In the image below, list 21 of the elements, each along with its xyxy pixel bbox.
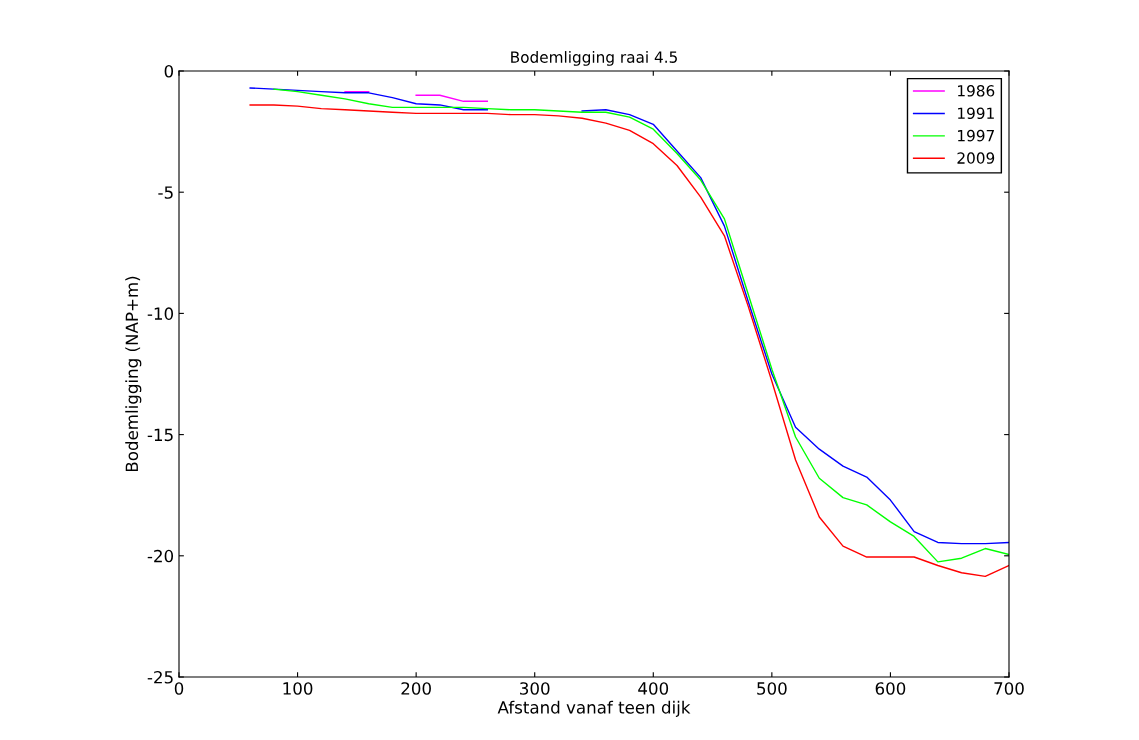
y-tick-label: -20 bbox=[147, 549, 174, 563]
y-tick-label: 0 bbox=[164, 64, 174, 78]
x-tick-label: 100 bbox=[283, 682, 313, 695]
x-axis-title: Afstand vanaf teen dijk bbox=[497, 700, 691, 717]
y-axis-title: Bodemligging (NAP+m) bbox=[125, 276, 142, 472]
x-tick-label: 700 bbox=[994, 682, 1024, 695]
y-tick-label: -10 bbox=[147, 307, 174, 320]
x-tick-label: 500 bbox=[757, 682, 787, 695]
y-tick-label: -15 bbox=[147, 428, 173, 442]
x-tick-label: 400 bbox=[638, 682, 669, 695]
y-tick-label: -25 bbox=[147, 670, 173, 684]
y-tick-label: -5 bbox=[158, 186, 173, 199]
legend-label: 1991 bbox=[958, 107, 994, 119]
legend-label: 2009 bbox=[957, 152, 995, 164]
x-tick-label: 600 bbox=[875, 682, 906, 695]
legend-label: 1997 bbox=[958, 129, 994, 142]
legend-label: 1986 bbox=[958, 85, 995, 97]
x-tick-label: 0 bbox=[174, 682, 184, 695]
chart-title: Bodemligging raai 4.5 bbox=[511, 51, 677, 66]
x-tick-label: 200 bbox=[401, 682, 431, 695]
x-tick-label: 300 bbox=[520, 682, 550, 695]
